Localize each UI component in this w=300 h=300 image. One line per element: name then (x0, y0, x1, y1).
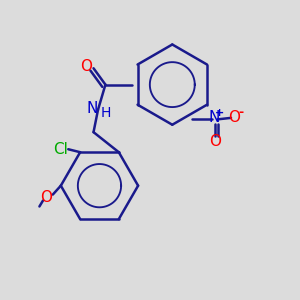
Text: O: O (208, 134, 220, 149)
Text: -: - (238, 106, 243, 119)
Text: O: O (40, 190, 52, 205)
Text: O: O (80, 59, 92, 74)
Text: O: O (228, 110, 240, 125)
Text: H: H (100, 106, 111, 120)
Text: +: + (215, 108, 225, 118)
Text: N: N (209, 110, 220, 125)
Text: Cl: Cl (53, 142, 68, 157)
Text: N: N (87, 101, 98, 116)
